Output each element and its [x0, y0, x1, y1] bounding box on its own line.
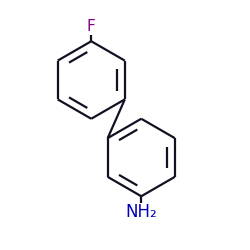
Text: F: F [87, 20, 96, 34]
Text: NH₂: NH₂ [126, 203, 157, 221]
